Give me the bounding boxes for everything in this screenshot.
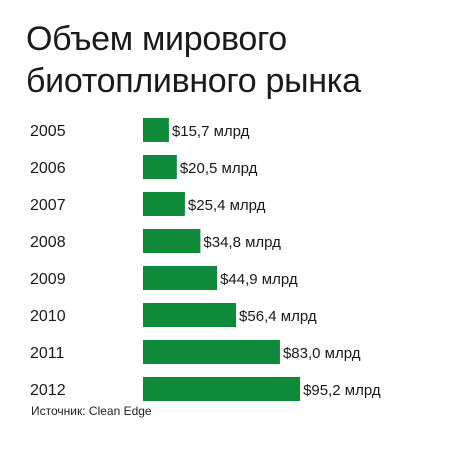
data-label-2010: $56,4 млрд (239, 308, 317, 325)
chart-title: Объем мирового биотопливного рынка (26, 18, 456, 102)
bar-2006 (143, 155, 177, 179)
bar-2005 (143, 118, 169, 142)
source-note: Источник: Clean Edge (31, 404, 152, 418)
chart-title-line-1: Объем мирового (26, 20, 287, 58)
bar-2008 (143, 229, 201, 253)
year-label-2010: 2010 (30, 308, 66, 325)
bar-2007 (143, 192, 185, 216)
data-label-2012: $95,2 млрд (303, 382, 381, 399)
data-label-2011: $83,0 млрд (283, 345, 361, 362)
year-label-2005: 2005 (30, 123, 66, 140)
bar-2012 (143, 377, 301, 401)
chart-title-line-2: биотопливного рынка (26, 62, 361, 100)
data-label-2006: $20,5 млрд (180, 160, 258, 177)
year-label-2007: 2007 (30, 197, 66, 214)
year-label-2012: 2012 (30, 382, 66, 399)
bar-2011 (143, 340, 280, 364)
data-label-2005: $15,7 млрд (172, 123, 250, 140)
year-label-2011: 2011 (30, 345, 65, 362)
bar-2009 (143, 266, 218, 290)
bar-2010 (143, 303, 237, 327)
data-label-2009: $44,9 млрд (220, 271, 298, 288)
year-label-2006: 2006 (30, 160, 66, 177)
data-label-2008: $34,8 млрд (203, 234, 281, 251)
data-label-2007: $25,4 млрд (188, 197, 266, 214)
year-label-2008: 2008 (30, 234, 66, 251)
year-label-2009: 2009 (30, 271, 66, 288)
